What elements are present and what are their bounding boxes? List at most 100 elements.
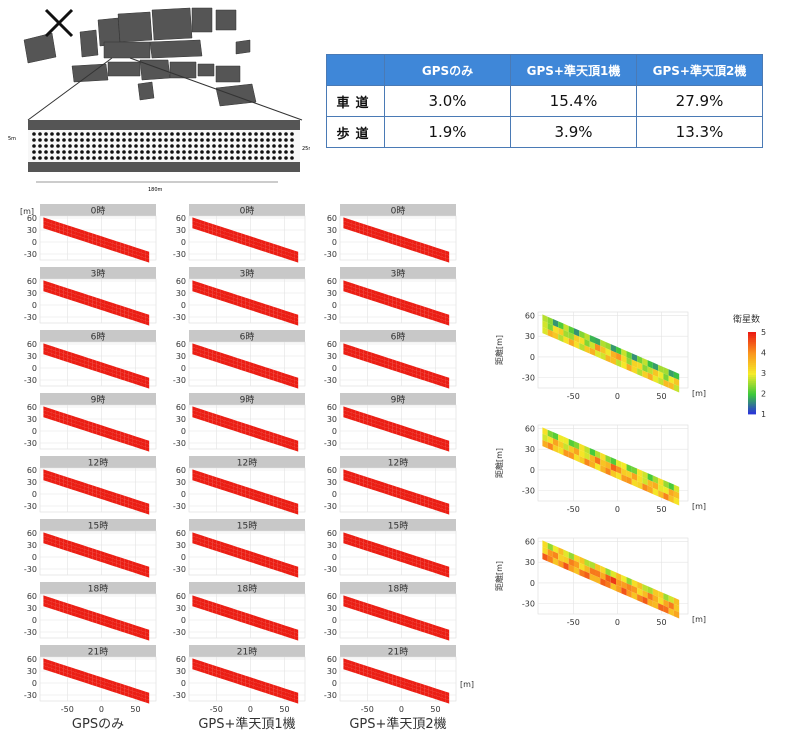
heat-cell xyxy=(55,284,60,290)
heat-cell xyxy=(257,557,262,563)
heat-cell xyxy=(92,422,97,428)
heat-cell xyxy=(610,469,617,479)
x-tick-label: 50 xyxy=(130,705,140,714)
road-dot xyxy=(152,150,156,154)
heat-cell xyxy=(249,432,254,438)
heat-cell xyxy=(47,663,52,669)
heat-cell xyxy=(237,428,242,434)
heat-cell xyxy=(229,673,234,679)
heat-cell xyxy=(652,374,659,384)
heat-cell xyxy=(237,294,242,300)
heat-cell xyxy=(347,344,352,350)
heat-cell xyxy=(573,566,580,576)
heat-cell xyxy=(55,221,60,227)
heat-cell xyxy=(141,378,146,384)
heat-cell xyxy=(71,296,76,302)
row-label-sidewalk: 歩道 xyxy=(326,116,385,148)
heat-cell xyxy=(436,255,442,260)
heat-cell xyxy=(265,311,270,317)
y-tick-label: 0 xyxy=(32,553,37,562)
heat-cell xyxy=(416,622,421,628)
heat-cell xyxy=(212,668,217,674)
heat-cell xyxy=(277,441,282,447)
heat-cell xyxy=(432,628,437,634)
legend-swatch xyxy=(748,362,756,366)
heat-cell xyxy=(416,370,421,376)
heat-cell xyxy=(75,605,81,611)
heat-cell xyxy=(388,609,393,615)
heat-cell xyxy=(347,470,352,476)
y-tick-label: 30 xyxy=(327,415,337,424)
heat-cell xyxy=(294,691,299,697)
heat-cell xyxy=(257,431,262,437)
heat-cell xyxy=(253,496,258,502)
heat-cell xyxy=(626,363,632,372)
heat-cell xyxy=(616,465,622,475)
heat-cell xyxy=(212,665,217,670)
heat-cell xyxy=(249,495,254,501)
y-tick-label: 0 xyxy=(181,301,186,310)
heat-cell xyxy=(112,680,117,686)
heat-cell xyxy=(294,632,299,637)
heat-cell xyxy=(59,229,64,235)
heat-cell xyxy=(277,560,282,566)
heat-cell xyxy=(355,354,360,360)
heat-cell xyxy=(220,545,225,551)
heat-cell xyxy=(412,617,417,623)
heat-cell xyxy=(253,303,258,309)
heat-cell xyxy=(396,553,401,559)
y-tick-label: 0 xyxy=(181,553,186,562)
road-dot xyxy=(134,150,138,154)
road-dot xyxy=(98,156,102,160)
heat-cell xyxy=(116,244,121,250)
y-tick-label: 30 xyxy=(176,604,186,613)
road-dot xyxy=(248,144,252,148)
heat-cell xyxy=(63,609,68,615)
heat-cell xyxy=(424,306,429,312)
y-tick-label: 0 xyxy=(332,301,337,310)
heat-cell xyxy=(552,331,559,340)
heat-cell xyxy=(208,411,213,417)
heat-cell xyxy=(47,348,52,354)
heat-cell xyxy=(408,494,413,500)
heat-cell xyxy=(392,299,397,305)
heat-cell xyxy=(241,555,246,561)
heat-cell xyxy=(290,378,295,384)
heat-cell xyxy=(216,421,221,427)
heat-cell xyxy=(71,356,76,362)
heat-cell xyxy=(100,428,105,434)
heat-cell xyxy=(616,471,622,481)
heat-cell xyxy=(229,677,234,683)
heat-cell xyxy=(204,291,209,297)
heat-cell xyxy=(351,349,356,355)
heat-cell xyxy=(626,357,632,366)
y-tick-label: -30 xyxy=(24,376,37,385)
heat-cell xyxy=(59,600,64,606)
heat-cell xyxy=(59,604,64,610)
heat-cell xyxy=(605,580,611,589)
heat-cell xyxy=(43,347,48,352)
heat-cell xyxy=(47,470,52,476)
heat-cell xyxy=(351,223,356,229)
panel-title: 3時 xyxy=(240,269,255,280)
heat-cell xyxy=(290,441,295,447)
heat-cell xyxy=(616,584,622,594)
heat-cell xyxy=(371,422,376,428)
heat-cell xyxy=(200,538,205,544)
heat-cell xyxy=(108,623,113,629)
heat-cell xyxy=(432,372,437,378)
heat-cell xyxy=(192,287,197,293)
y-tick-label: 30 xyxy=(327,541,337,550)
road-dot xyxy=(38,138,42,142)
heat-cell xyxy=(412,625,417,631)
heat-cell xyxy=(136,255,142,260)
heat-cell xyxy=(128,308,133,314)
heat-cell xyxy=(245,301,250,307)
heat-cell xyxy=(351,601,356,607)
heat-cell xyxy=(55,476,60,482)
road-dot xyxy=(206,156,210,160)
legend-swatch xyxy=(748,370,756,374)
road-dot xyxy=(50,138,54,142)
